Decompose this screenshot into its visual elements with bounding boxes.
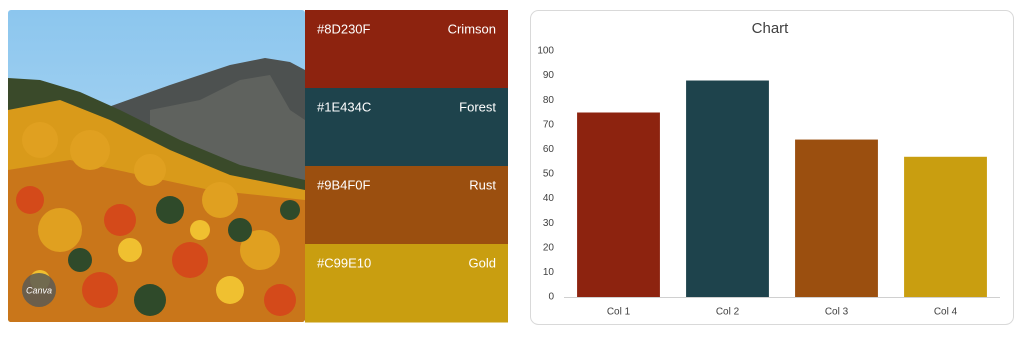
bar [904,156,987,297]
x-tick-label: Col 2 [716,307,740,318]
y-tick-label: 70 [543,119,555,130]
y-tick-label: 30 [543,218,555,229]
watermark-badge [22,273,56,307]
y-tick-label: 40 [543,193,555,204]
y-tick-label: 0 [548,292,554,303]
palette: #8D230F Crimson #1E434C Forest #9B4F0F Rust #C… [305,10,508,323]
swatch-hex: #1E434C [317,99,371,114]
y-tick-label: 20 [543,242,555,253]
swatch [305,166,508,245]
chart-title: Chart [752,20,790,37]
y-tick-label: 60 [543,144,555,155]
swatch-name: Crimson [448,21,496,36]
swatch-hex: #8D230F [317,21,371,36]
y-tick-label: 100 [537,46,554,57]
x-tick-label: Col 1 [607,307,631,318]
y-tick-label: 10 [543,267,555,278]
swatch-name: Rust [469,177,496,192]
bar [577,112,660,297]
x-tick-label: Col 3 [825,307,849,318]
y-tick-label: 50 [543,169,555,180]
y-tick-label: 90 [543,70,555,81]
bar [795,139,878,297]
watermark: Canva [26,285,52,295]
swatch [305,244,508,323]
bar [686,80,769,298]
swatch-hex: #C99E10 [317,255,371,270]
swatch [305,88,508,167]
chart: 0 10 20 30 40 50 60 70 80 90 100 Col 1 Col 2 Col 3 Col… [537,46,1000,318]
swatch [305,10,508,89]
photo [8,10,305,322]
swatch-name: Gold [469,255,496,270]
y-tick-label: 80 [543,95,555,106]
swatch-name: Forest [459,99,496,114]
swatch-hex: #9B4F0F [317,177,371,192]
x-tick-label: Col 4 [934,307,958,318]
